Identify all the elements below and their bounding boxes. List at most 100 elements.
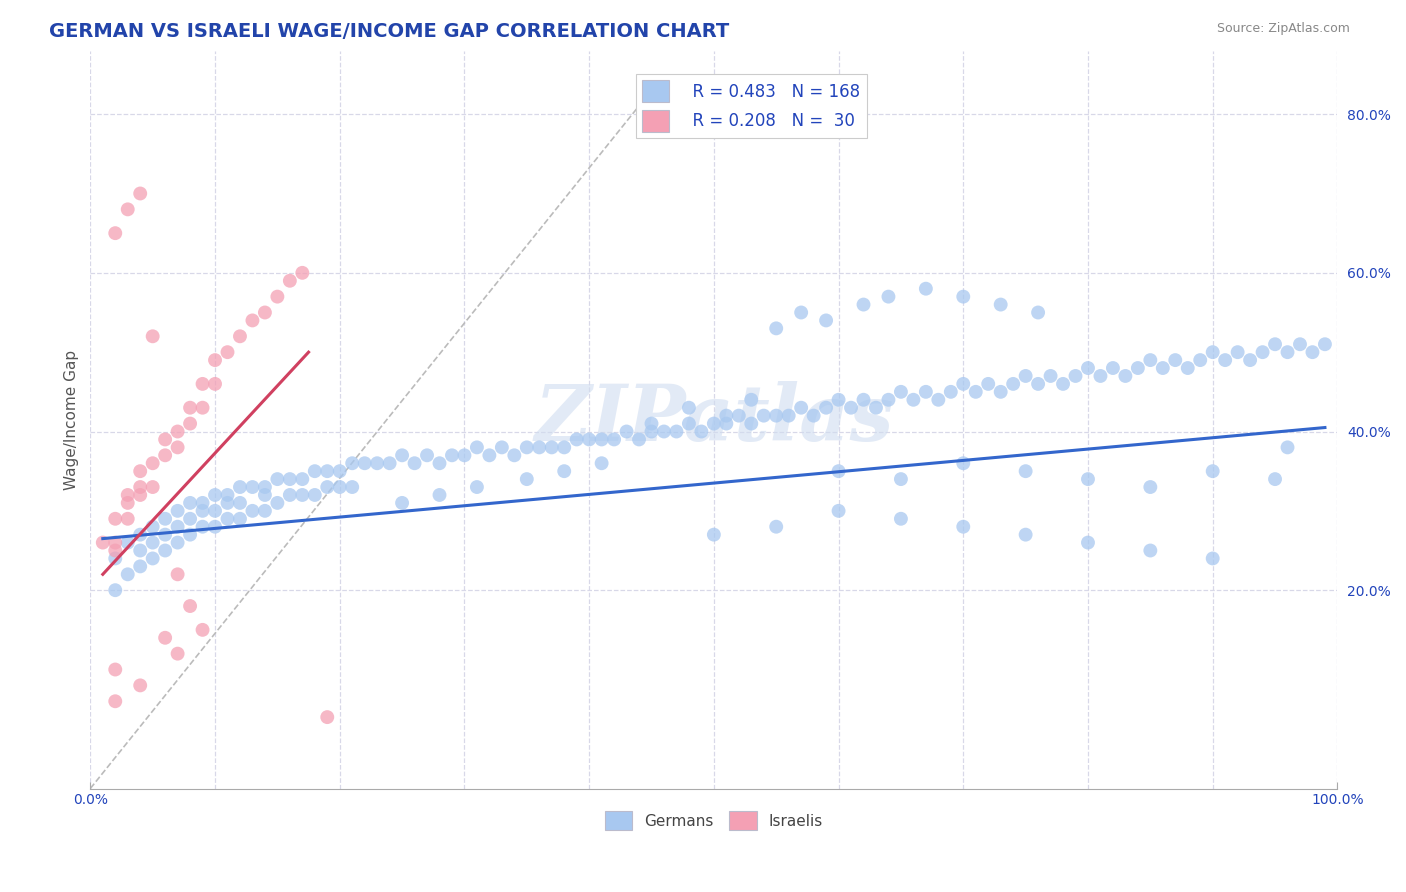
Point xyxy=(191,623,214,637)
Point xyxy=(153,527,176,541)
Point xyxy=(129,464,152,478)
Point xyxy=(952,376,974,391)
Point xyxy=(104,694,127,708)
Point xyxy=(329,480,352,494)
Point xyxy=(129,488,152,502)
Point xyxy=(628,433,651,447)
Point xyxy=(342,456,364,470)
Point xyxy=(104,583,127,598)
Point xyxy=(316,464,339,478)
Point xyxy=(129,543,152,558)
Point xyxy=(827,464,849,478)
Point xyxy=(1064,368,1087,383)
Point xyxy=(565,433,588,447)
Point xyxy=(665,425,688,439)
Point xyxy=(191,504,214,518)
Point xyxy=(1026,376,1049,391)
Point xyxy=(990,297,1012,311)
Point xyxy=(703,417,725,431)
Point xyxy=(1239,353,1261,368)
Point xyxy=(129,678,152,692)
Point xyxy=(740,392,762,407)
Point xyxy=(104,543,127,558)
Text: Source: ZipAtlas.com: Source: ZipAtlas.com xyxy=(1216,22,1350,36)
Point xyxy=(229,512,252,526)
Point xyxy=(1264,337,1286,351)
Point xyxy=(778,409,800,423)
Point xyxy=(166,504,188,518)
Point xyxy=(204,488,226,502)
Point xyxy=(1189,353,1212,368)
Point xyxy=(291,488,314,502)
Point xyxy=(815,313,838,327)
Point xyxy=(153,512,176,526)
Point xyxy=(429,488,451,502)
Point xyxy=(690,425,713,439)
Point xyxy=(142,535,165,549)
Point xyxy=(117,567,139,582)
Point xyxy=(266,290,288,304)
Point xyxy=(1277,345,1299,359)
Y-axis label: Wage/Income Gap: Wage/Income Gap xyxy=(65,350,79,490)
Point xyxy=(1077,472,1099,486)
Point xyxy=(316,710,339,724)
Point xyxy=(104,663,127,677)
Point xyxy=(104,551,127,566)
Point xyxy=(603,433,626,447)
Text: ZIPatlas: ZIPatlas xyxy=(534,382,894,458)
Point xyxy=(429,456,451,470)
Point xyxy=(217,496,239,510)
Point xyxy=(890,472,912,486)
Point xyxy=(852,297,875,311)
Point xyxy=(827,392,849,407)
Point xyxy=(1052,376,1074,391)
Point xyxy=(179,417,201,431)
Point xyxy=(153,448,176,462)
Point xyxy=(440,448,463,462)
Point xyxy=(253,488,276,502)
Point xyxy=(342,480,364,494)
Point xyxy=(877,392,900,407)
Point xyxy=(529,441,551,455)
Point xyxy=(716,417,738,431)
Point xyxy=(142,480,165,494)
Point xyxy=(153,543,176,558)
Point xyxy=(1202,551,1225,566)
Point xyxy=(217,488,239,502)
Point xyxy=(266,496,288,510)
Point xyxy=(765,409,787,423)
Point xyxy=(890,512,912,526)
Point xyxy=(1077,361,1099,376)
Point xyxy=(591,456,613,470)
Point xyxy=(204,376,226,391)
Point xyxy=(790,305,813,319)
Point xyxy=(1114,368,1136,383)
Point xyxy=(329,464,352,478)
Point xyxy=(278,488,301,502)
Point xyxy=(803,409,825,423)
Point xyxy=(316,480,339,494)
Point xyxy=(977,376,1000,391)
Point xyxy=(852,392,875,407)
Point xyxy=(1301,345,1323,359)
Point xyxy=(291,266,314,280)
Point xyxy=(191,496,214,510)
Point xyxy=(166,519,188,533)
Point xyxy=(166,441,188,455)
Point xyxy=(104,512,127,526)
Point xyxy=(1213,353,1236,368)
Point xyxy=(465,480,488,494)
Point xyxy=(890,384,912,399)
Point xyxy=(1202,345,1225,359)
Point xyxy=(179,512,201,526)
Legend: Germans, Israelis: Germans, Israelis xyxy=(599,805,830,836)
Point xyxy=(453,448,475,462)
Point xyxy=(166,567,188,582)
Point xyxy=(391,496,413,510)
Point xyxy=(353,456,375,470)
Point xyxy=(153,433,176,447)
Point xyxy=(142,329,165,343)
Point xyxy=(652,425,675,439)
Point xyxy=(1139,480,1161,494)
Point xyxy=(117,496,139,510)
